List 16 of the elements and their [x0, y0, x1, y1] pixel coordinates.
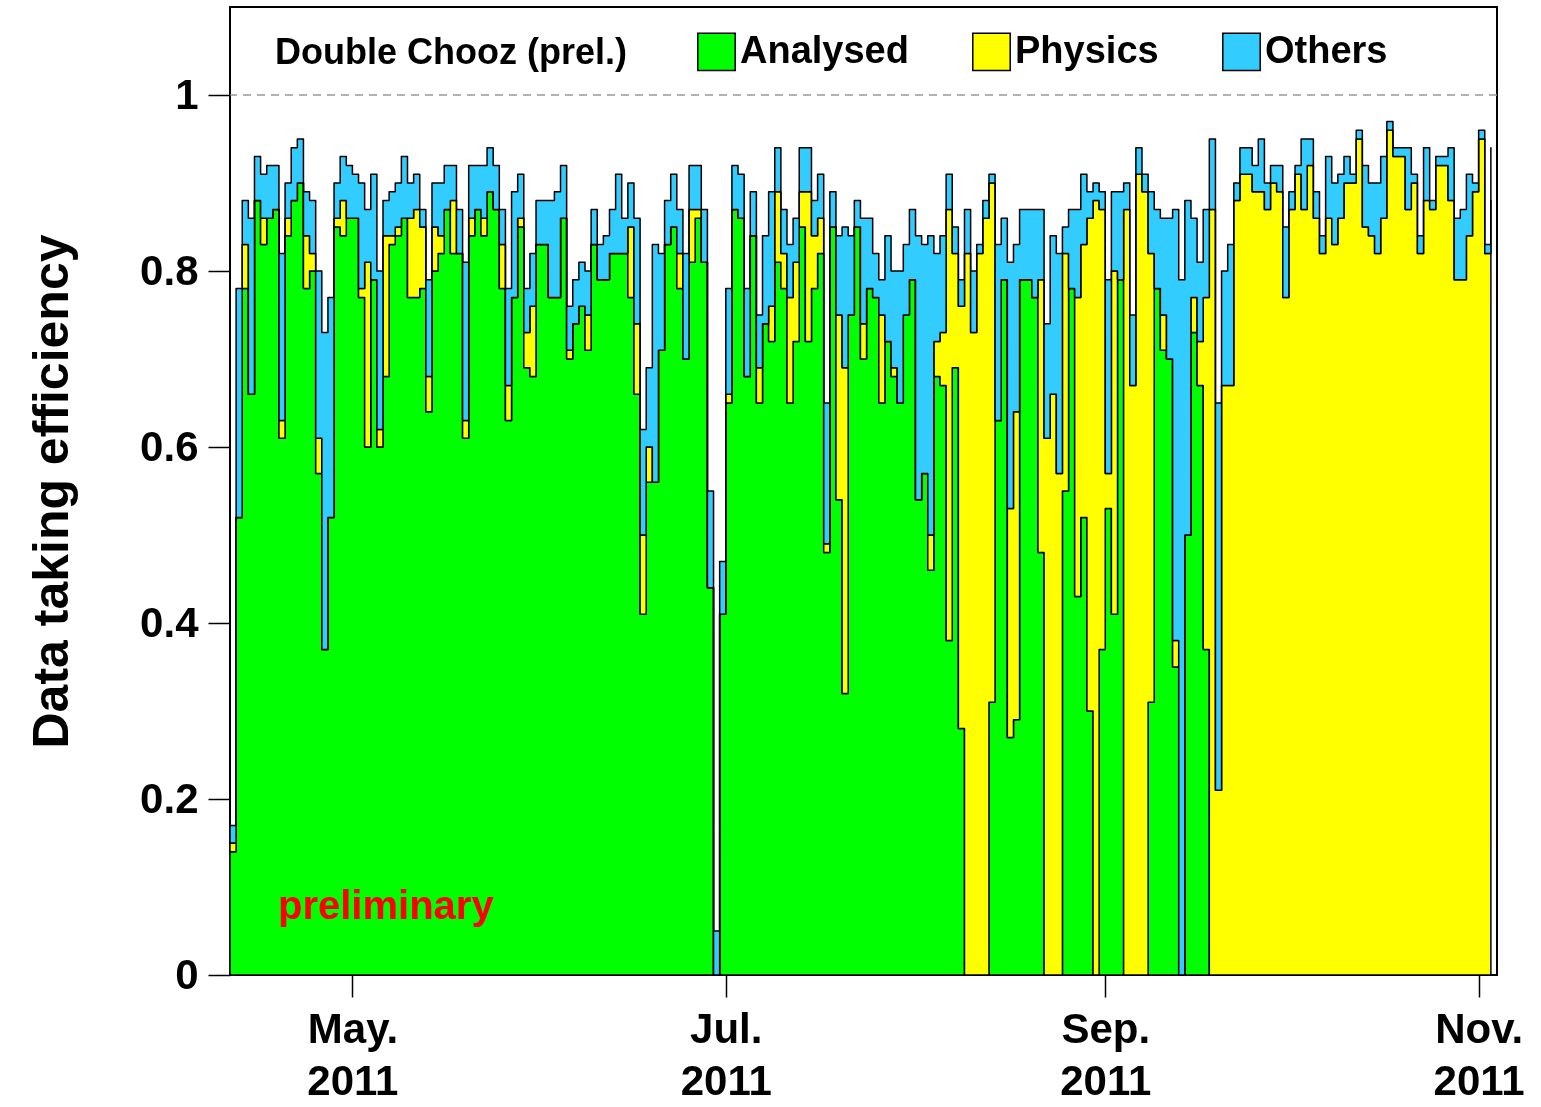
legend-label: Analysed — [740, 28, 909, 71]
y-tick-label: 0.6 — [140, 422, 199, 470]
y-tick-label: 0 — [175, 950, 199, 998]
annotation: preliminary — [278, 883, 495, 927]
legend-title: Double Chooz (prel.) — [275, 31, 627, 72]
y-tick-label: 0.2 — [140, 774, 199, 822]
y-tick-label: 0.8 — [140, 246, 199, 294]
legend-label: Others — [1265, 28, 1388, 71]
y-axis-title: Data taking efficiency — [23, 234, 80, 749]
x-tick-label: Sep. 2011 — [1060, 1004, 1152, 1104]
legend-label: Physics — [1015, 28, 1159, 71]
x-tick-label: Nov. 2011 — [1433, 1004, 1525, 1104]
x-tick-label: Jul. 2011 — [680, 1004, 772, 1104]
x-tick-label: May. 2011 — [307, 1004, 399, 1104]
y-tick-label: 0.4 — [140, 598, 200, 646]
y-tick-label: 1 — [175, 70, 199, 118]
